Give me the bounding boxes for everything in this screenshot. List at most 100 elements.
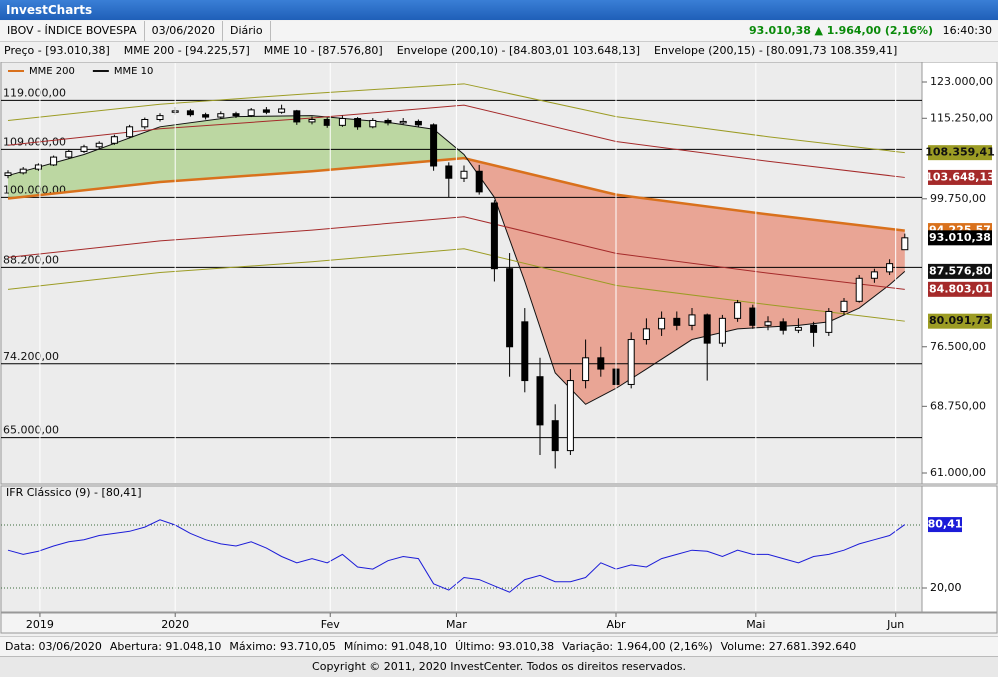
rsi-panel	[0, 485, 923, 613]
line-value-label-box	[928, 169, 992, 185]
level-label: 74.200,00	[3, 350, 59, 363]
symbol[interactable]: IBOV - ÍNDICE BOVESPA	[0, 21, 145, 41]
indicator: Preço - [93.010,38]	[4, 44, 110, 57]
legend-label: MME 200	[29, 66, 75, 77]
candle-body	[384, 119, 392, 124]
indicator-line	[7, 115, 906, 405]
chart: 119.000,00109.000,00100.000,0088.200,007…	[0, 62, 998, 634]
x-tick-label: Jun	[886, 618, 904, 631]
close-value-label: 93.010,38	[929, 231, 991, 244]
candle-body	[627, 339, 635, 385]
price-change: ▲ 1.964,00 (2,16%)	[814, 24, 934, 37]
candle-body	[445, 165, 453, 179]
line-value-label: 87.576,80	[929, 264, 991, 277]
candle-body	[886, 263, 894, 273]
candle-body	[141, 118, 149, 128]
legend-label: MME 10	[114, 66, 153, 77]
indicator: Envelope (200,10) - [84.803,01 103.648,1…	[396, 44, 641, 57]
candle-body	[870, 271, 878, 279]
candle-body	[521, 321, 529, 382]
indicator-line	[7, 83, 905, 154]
app-title: InvestCharts	[6, 3, 93, 17]
candle-body	[217, 113, 225, 118]
line-value-label-box	[928, 145, 992, 161]
y-tick-label: 68.750,00	[930, 399, 986, 412]
indicator: MME 10 - [87.576,80]	[263, 44, 383, 57]
bear-fill	[8, 158, 905, 405]
candle-body	[703, 314, 711, 344]
candle-body	[490, 202, 498, 270]
candle-body	[430, 124, 438, 167]
quote: 93.010,38 ▲ 1.964,00 (2,16%) 16:40:30	[749, 21, 992, 41]
candle-body	[794, 326, 802, 331]
rsi-axis	[921, 485, 998, 613]
candle-body	[688, 314, 696, 326]
toolbar: IBOV - ÍNDICE BOVESPA 03/06/2020 Diário	[0, 21, 998, 42]
candle-body	[840, 300, 848, 312]
title-bar: InvestCharts	[0, 0, 998, 20]
status-item: Máximo: 93.710,05	[229, 640, 336, 653]
indicator: Envelope (200,15) - [80.091,73 108.359,4…	[654, 44, 898, 57]
x-tick-label: 2020	[161, 618, 189, 631]
date[interactable]: 03/06/2020	[145, 21, 223, 41]
indicator: MME 200 - [94.225,57]	[123, 44, 250, 57]
candle-body	[855, 277, 863, 302]
candle-body	[642, 328, 650, 341]
candle-body	[247, 109, 255, 117]
candle-body	[566, 380, 574, 452]
x-tick-label: Fev	[321, 618, 340, 631]
candle-body	[673, 317, 681, 326]
level-label: 119.000,00	[3, 86, 66, 99]
candle-body	[779, 321, 787, 331]
candle-body	[764, 321, 772, 326]
indicator-row: Preço - [93.010,38] MME 200 - [94.225,57]…	[4, 43, 911, 59]
indicator-line	[7, 216, 905, 290]
status-bar: Data: 03/06/2020 Abertura: 91.048,10 Máxim…	[0, 636, 998, 656]
candle-body	[95, 142, 103, 148]
candle-body	[901, 237, 909, 251]
candle-body	[4, 172, 12, 177]
candle-body	[658, 317, 666, 330]
x-tick-label: Mai	[746, 618, 765, 631]
indicator-line	[7, 104, 905, 178]
y-tick-label: 123.000,00	[930, 75, 993, 88]
period[interactable]: Diário	[223, 21, 271, 41]
candle-body	[597, 357, 605, 370]
y-tick-label: 115.250,00	[930, 111, 993, 124]
close-value-label-box	[928, 230, 992, 246]
candle-body	[810, 324, 818, 333]
candle-body	[232, 113, 240, 117]
candle-body	[506, 268, 514, 348]
y-tick-label: 99.750,00	[930, 192, 986, 205]
candle-body	[718, 317, 726, 344]
line-value-label: 84.803,01	[929, 282, 991, 295]
candle-body	[323, 118, 331, 126]
candle-body	[460, 170, 468, 179]
candle-body	[156, 115, 164, 120]
candle-body	[354, 118, 362, 128]
candle-body	[110, 136, 118, 144]
line-value-label-box	[928, 281, 992, 297]
y-tick-label: 76.500,00	[930, 340, 986, 353]
last-price: 93.010,38	[749, 24, 811, 37]
candle-body	[475, 170, 483, 193]
x-tick-label: Mar	[446, 618, 467, 631]
candle-body	[19, 168, 27, 174]
status-item: Data: 03/06/2020	[5, 640, 102, 653]
candle-body	[186, 110, 194, 116]
status-item: Variação: 1.964,00 (2,16%)	[562, 640, 713, 653]
candle-body	[414, 120, 422, 126]
status-item: Volume: 27.681.392.640	[720, 640, 857, 653]
x-tick-label: 2019	[26, 618, 54, 631]
rsi-title: IFR Clássico (9) - [80,41]	[6, 486, 142, 499]
line-value-label: 108.359,41	[925, 146, 995, 159]
candle-body	[551, 420, 559, 452]
level-label: 109.000,00	[3, 135, 66, 148]
candle-body	[278, 108, 286, 113]
candle-body	[369, 119, 377, 128]
candle-body	[734, 302, 742, 319]
candle-body	[262, 109, 270, 113]
status-item: Último: 93.010,38	[455, 640, 555, 653]
footer: Copyright © 2011, 2020 InvestCenter. Tod…	[0, 656, 998, 677]
